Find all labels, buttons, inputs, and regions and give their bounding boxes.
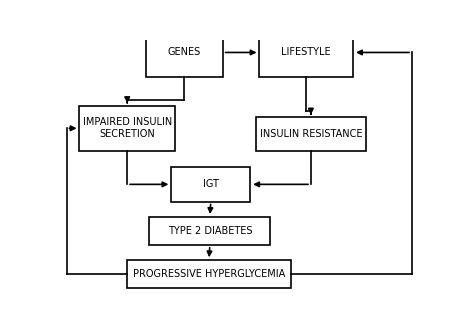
Text: IGT: IGT — [203, 179, 219, 189]
FancyBboxPatch shape — [146, 28, 223, 77]
FancyBboxPatch shape — [127, 260, 291, 288]
FancyBboxPatch shape — [259, 28, 353, 77]
FancyBboxPatch shape — [149, 217, 271, 245]
FancyBboxPatch shape — [256, 118, 366, 151]
FancyBboxPatch shape — [80, 106, 175, 151]
Text: GENES: GENES — [167, 47, 201, 58]
Text: LIFESTYLE: LIFESTYLE — [282, 47, 331, 58]
Text: IMPAIRED INSULIN
SECRETION: IMPAIRED INSULIN SECRETION — [82, 118, 172, 139]
Text: PROGRESSIVE HYPERGLYCEMIA: PROGRESSIVE HYPERGLYCEMIA — [133, 269, 285, 279]
Text: INSULIN RESISTANCE: INSULIN RESISTANCE — [260, 129, 362, 139]
Text: TYPE 2 DIABETES: TYPE 2 DIABETES — [168, 226, 252, 236]
FancyBboxPatch shape — [171, 167, 250, 202]
